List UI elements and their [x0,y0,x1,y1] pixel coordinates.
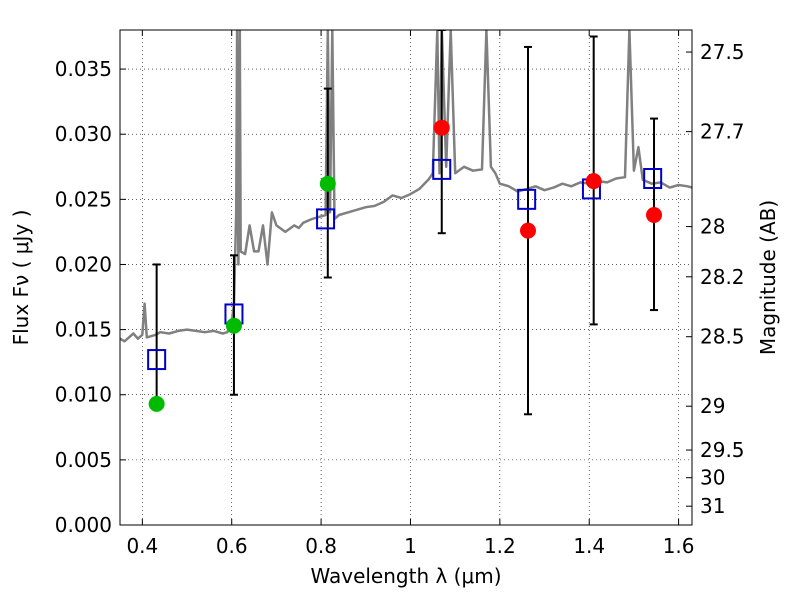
x-axis: 0.4 0.6 0.8 1 1.2 1.4 1.6 [126,30,695,558]
model-point [432,158,452,180]
y-axis: 0.000 0.005 0.010 0.015 0.020 0.025 0.030 0.035 [55,57,126,537]
y2-axis-title: Magnitude (AB) [756,200,780,355]
y-tick-label: 0.020 [55,252,112,276]
y2-tick-label: 27.5 [700,40,745,64]
observed-points-series [148,119,663,412]
y-tick-label: 0.015 [55,318,112,342]
model-point [643,168,663,189]
model-point [316,208,336,230]
x-tick-label: 1.4 [573,534,605,558]
spectrum-series [120,30,692,343]
y2-tick-label: 29 [700,394,725,418]
y2-tick-label: 28.5 [700,325,745,349]
x-tick-label: 0.4 [126,534,158,558]
x-axis-title: Wavelength λ (μm) [310,564,501,588]
y2-tick-label: 27.7 [700,120,745,144]
grid [120,30,692,526]
observed-point [433,119,450,136]
x-tick-label: 0.6 [216,534,248,558]
model-point [517,188,537,210]
y2-tick-label: 30 [700,466,725,490]
y-tick-label: 0.030 [55,122,112,146]
x-tick-label: 0.8 [305,534,337,558]
x-tick-label: 1.6 [663,534,695,558]
y2-tick-label: 31 [700,494,725,518]
y2-tick-label: 28 [700,215,725,239]
x-tick-label: 1.2 [484,534,516,558]
model-point [147,349,167,371]
observed-point [519,222,536,239]
y2-tick-label: 28.2 [700,265,745,289]
y-axis-title: Flux Fν ( μJy ) [9,210,33,346]
observed-point [148,395,165,412]
x-tick-label: 1 [404,534,417,558]
observed-point [319,175,336,192]
y2-axis: 27.5 27.7 28 28.2 28.5 29 29.5 30 31 [686,40,745,518]
y-tick-label: 0.035 [55,57,112,81]
y-tick-label: 0.010 [55,383,112,407]
y-tick-label: 0.000 [55,513,112,537]
y2-tick-label: 29.5 [700,438,745,462]
y-tick-label: 0.025 [55,187,112,211]
spectrum-line [120,30,692,343]
plot-frame [119,29,693,526]
observed-point [646,206,663,223]
errorbar-series [152,30,659,416]
observed-point [225,317,242,334]
observed-point [585,173,602,190]
y-tick-label: 0.005 [55,448,112,472]
